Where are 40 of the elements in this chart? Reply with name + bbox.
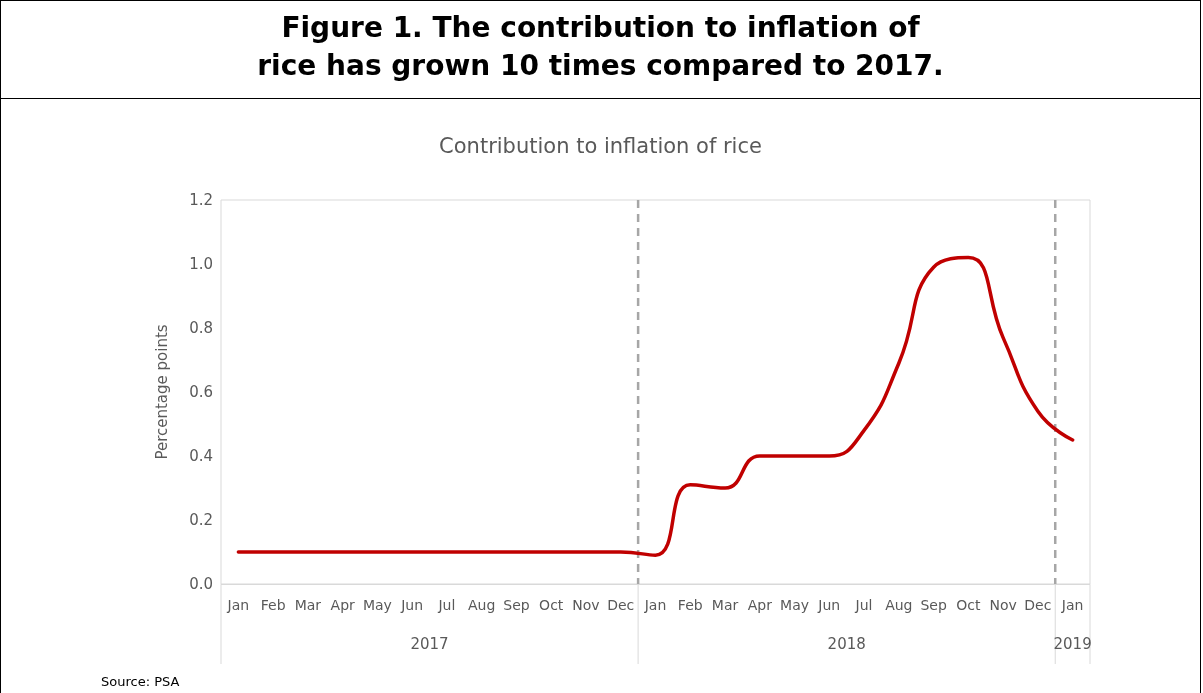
- x-tick-label: Dec: [1024, 597, 1052, 613]
- y-tick-label: 0.2: [189, 511, 213, 529]
- x-tick-label: Mar: [294, 597, 322, 613]
- y-tick-label: 1.0: [189, 255, 213, 273]
- x-tick-label: Jun: [817, 597, 841, 613]
- x-tick-label: Sep: [920, 597, 947, 613]
- x-tick-label: Mar: [711, 597, 739, 613]
- y-tick-label: 1.2: [189, 191, 213, 209]
- y-tick-label: 0.0: [189, 575, 213, 593]
- x-tick-label: Nov: [989, 597, 1017, 613]
- y-tick-label: 0.8: [189, 319, 213, 337]
- y-axis-title: Percentage points: [152, 324, 171, 460]
- x-tick-label: Aug: [468, 597, 496, 613]
- x-tick-label: Oct: [956, 597, 981, 613]
- line-series: [236, 255, 1075, 557]
- chart-subtitle: Contribution to inflation of rice: [439, 133, 762, 158]
- y-tick-label: 0.6: [189, 383, 213, 401]
- x-tick-label: Feb: [677, 597, 703, 613]
- x-tick-label: Nov: [572, 597, 600, 613]
- x-tick-label: Feb: [260, 597, 286, 613]
- x-tick-label: Jul: [854, 597, 873, 613]
- text: 2018: [827, 634, 866, 653]
- x-tick-label: Jan: [1060, 597, 1084, 613]
- text: 2019: [1053, 634, 1092, 653]
- text: 2017: [410, 634, 449, 653]
- x-tick-label: Aug: [885, 597, 913, 613]
- x-tick-label: Jan: [643, 597, 667, 613]
- x-tick-label: Apr: [330, 597, 356, 613]
- x-tick-label: Oct: [539, 597, 564, 613]
- source-note: Source: PSA: [101, 674, 180, 689]
- x-tick-label: Apr: [747, 597, 773, 613]
- y-tick-label: 0.4: [189, 447, 213, 465]
- x-tick-label: Jun: [400, 597, 424, 613]
- chart-title: Figure 1. The contribution to inflation of rice has grown 10 times compared to 2017.: [1, 1, 1200, 99]
- x-tick-label: Jul: [437, 597, 456, 613]
- x-tick-label: May: [362, 597, 392, 613]
- x-tick-label: May: [780, 597, 810, 613]
- x-tick-label: Dec: [607, 597, 635, 613]
- x-tick-label: Sep: [503, 597, 530, 613]
- x-tick-label: Jan: [226, 597, 250, 613]
